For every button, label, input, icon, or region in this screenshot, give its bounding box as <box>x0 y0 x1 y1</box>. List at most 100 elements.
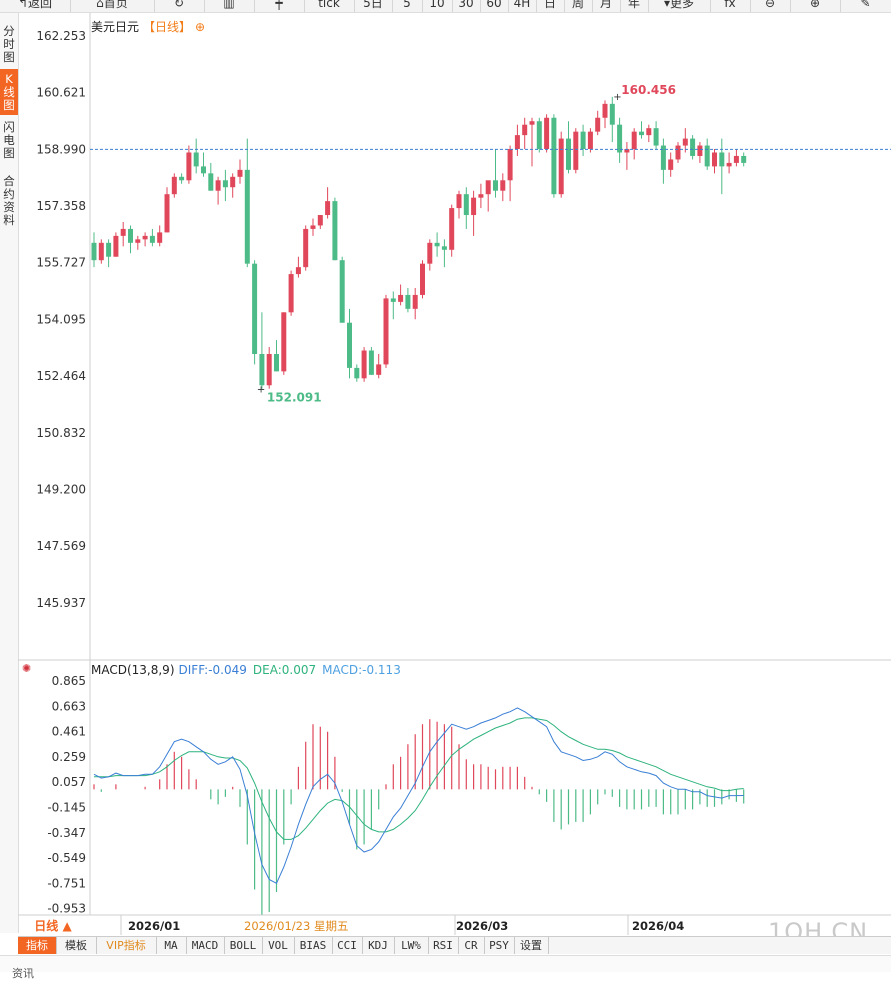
tab-psy[interactable]: PSY <box>484 937 515 954</box>
tab-vip-indicator[interactable]: VIP指标 <box>96 937 157 954</box>
period-month[interactable]: 月 <box>592 0 621 12</box>
candle-body <box>726 162 732 167</box>
back-button[interactable]: ↰返回 <box>0 0 71 12</box>
tab-boll[interactable]: BOLL <box>224 937 263 954</box>
indicator-settings-icon[interactable]: ✺ <box>22 662 32 675</box>
bar-chart-button[interactable]: ▥ <box>204 0 255 12</box>
candle <box>449 204 455 257</box>
more-button[interactable]: ▾更多 <box>648 0 711 12</box>
diff-line <box>93 707 744 884</box>
period-60[interactable]: 60 <box>480 0 509 12</box>
period-10[interactable]: 10 <box>422 0 453 12</box>
candle <box>587 128 593 153</box>
candle-body <box>631 131 637 150</box>
bar-chart-icon: ▥ <box>223 0 235 10</box>
candle <box>712 149 717 174</box>
candle <box>303 225 309 271</box>
candle-body <box>295 267 301 275</box>
candle-body <box>91 242 97 261</box>
back-icon: ↰ <box>17 0 29 10</box>
candle <box>252 260 258 365</box>
tab-flash-chart[interactable]: 闪电图 <box>3 120 15 160</box>
tab-kline[interactable]: K线图 <box>0 69 18 115</box>
period-selector-button[interactable]: 日线 ▲ <box>34 919 72 933</box>
candle <box>339 256 345 323</box>
candle-body <box>566 138 571 170</box>
tab-time-sharing[interactable]: 分时图 <box>3 24 15 64</box>
candle <box>646 124 652 143</box>
candle <box>383 294 389 368</box>
candle-body <box>478 194 484 198</box>
tab-cr[interactable]: CR <box>458 937 485 954</box>
candle-body <box>558 138 564 195</box>
macd-diff-value: DIFF:-0.049 <box>178 663 247 677</box>
candle-body <box>317 215 323 226</box>
candle-body <box>609 103 615 125</box>
candle <box>653 121 659 150</box>
candle <box>639 121 644 139</box>
tab-ma[interactable]: MA <box>156 937 187 954</box>
home-button[interactable]: ⌂首页 <box>70 0 155 12</box>
candle <box>500 173 506 202</box>
tab-template[interactable]: 模板 <box>56 937 97 954</box>
tab-bias[interactable]: BIAS <box>294 937 333 954</box>
candle <box>164 187 170 233</box>
candle-body <box>237 169 243 177</box>
period-tag[interactable]: 【日线】 <box>143 20 192 34</box>
period-30[interactable]: 30 <box>452 0 481 12</box>
tab-indicator[interactable]: 指标 <box>18 937 57 954</box>
candle-body <box>266 353 272 386</box>
candle-body <box>544 117 550 150</box>
price-tick-label: 155.727 <box>36 256 86 270</box>
formula-button[interactable]: fx <box>710 0 751 12</box>
candle-body <box>514 135 520 150</box>
news-label[interactable]: 资讯 <box>12 967 34 980</box>
candle <box>106 239 112 268</box>
candle-body <box>149 235 155 243</box>
candle-body <box>639 131 644 136</box>
period-5[interactable]: 5 <box>392 0 423 12</box>
macd-tick-label: -0.347 <box>47 826 86 840</box>
tab-rsi[interactable]: RSI <box>428 937 459 954</box>
candle-body <box>420 263 425 295</box>
tab-contract-info[interactable]: 合约资料 <box>3 174 15 227</box>
candle-body <box>339 260 345 323</box>
draw-button[interactable]: ✎ <box>840 0 891 12</box>
candle <box>719 138 725 195</box>
candle <box>617 117 623 163</box>
period-day[interactable]: 日 <box>536 0 565 12</box>
candle <box>186 145 192 184</box>
price-tick-label: 149.200 <box>36 482 86 496</box>
macd-hist-value: MACD:-0.113 <box>322 663 401 677</box>
candle-body <box>653 128 659 146</box>
period-5day[interactable]: 5日 <box>354 0 393 12</box>
tick-button[interactable]: tick <box>304 0 355 12</box>
candle <box>142 232 148 247</box>
period-week[interactable]: 周 <box>564 0 593 12</box>
add-symbol-icon[interactable]: ⊕ <box>195 20 206 34</box>
candle <box>573 128 579 174</box>
candle-body <box>361 350 367 379</box>
candle-body <box>347 322 352 368</box>
zoom-out-button[interactable]: ⊖ <box>750 0 791 12</box>
tab-macd[interactable]: MACD <box>186 937 225 954</box>
tab-cci[interactable]: CCI <box>332 937 363 954</box>
candle-body <box>712 152 717 167</box>
candle-chart-button[interactable]: ┿ <box>254 0 305 12</box>
tab-settings[interactable]: 设置 <box>514 937 549 954</box>
zoom-in-button[interactable]: ⊕ <box>790 0 841 12</box>
price-tick-label: 152.464 <box>36 369 86 383</box>
tab-kdj[interactable]: KDJ <box>362 937 395 954</box>
candle-body <box>441 246 447 250</box>
period-4h[interactable]: 4H <box>508 0 537 12</box>
tab-vol[interactable]: VOL <box>262 937 295 954</box>
candle-body <box>128 228 133 243</box>
refresh-button[interactable]: ↻ <box>154 0 205 12</box>
period-year[interactable]: 年 <box>620 0 649 12</box>
macd-tick-label: 0.461 <box>52 725 86 739</box>
tab-lw[interactable]: LW% <box>394 937 429 954</box>
candle <box>149 228 155 247</box>
candle <box>208 162 214 191</box>
candle-body <box>551 117 557 195</box>
